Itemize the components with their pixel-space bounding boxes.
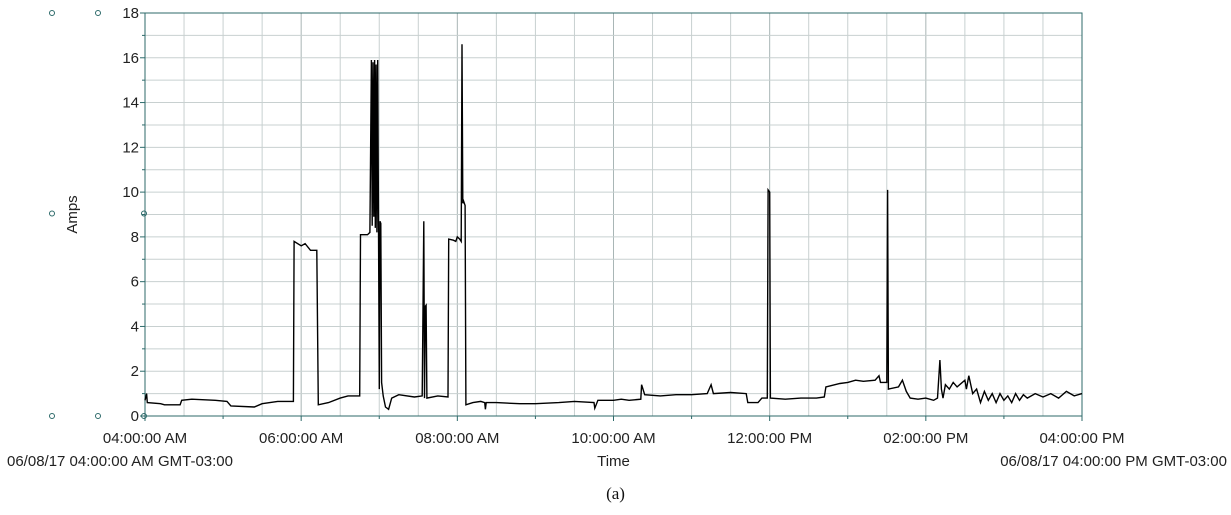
y-tick-label: 14 <box>122 95 139 112</box>
y-tick-label: 8 <box>131 229 139 246</box>
x-tick-label: 06:00:00 AM <box>259 430 343 447</box>
x-tick-label: 04:00:00 AM <box>103 430 187 447</box>
x-tick-label: 12:00:00 PM <box>727 430 812 447</box>
y-tick-label: 10 <box>122 184 139 201</box>
y-tick-label: 16 <box>122 50 139 67</box>
y-tick-label: 6 <box>131 274 139 291</box>
axis-handle-icon <box>95 10 101 16</box>
axis-handle-icon <box>141 210 147 217</box>
y-tick-label: 2 <box>131 363 139 380</box>
range-end-label: 06/08/17 04:00:00 PM GMT-03:00 <box>1000 453 1227 470</box>
y-tick-label: 4 <box>131 318 139 335</box>
x-tick-label: 04:00:00 PM <box>1039 430 1124 447</box>
x-tick-label: 08:00:00 AM <box>415 430 499 447</box>
figure-caption: (a) <box>606 484 625 503</box>
axis-handle-icon <box>49 210 55 217</box>
x-tick-label: 02:00:00 PM <box>883 430 968 447</box>
axis-handle-icon <box>95 413 101 419</box>
y-tick-label: 12 <box>122 139 139 156</box>
y-axis-label: Amps <box>64 195 81 233</box>
y-tick-label: 0 <box>131 408 139 425</box>
range-start-label: 06/08/17 04:00:00 AM GMT-03:00 <box>7 453 233 470</box>
x-axis-label: Time <box>597 453 630 470</box>
axis-handle-icon <box>49 413 55 419</box>
y-tick-label: 18 <box>122 5 139 22</box>
line-chart: 0 2 4 6 8 10 12 14 16 18 04:00:00 AM 06:00:00 AM 08:… <box>7 5 1227 470</box>
series-line <box>144 44 1083 411</box>
axis-handle-icon <box>141 413 147 419</box>
axis-handle-icon <box>49 10 55 16</box>
x-tick-label: 10:00:00 AM <box>571 430 655 447</box>
